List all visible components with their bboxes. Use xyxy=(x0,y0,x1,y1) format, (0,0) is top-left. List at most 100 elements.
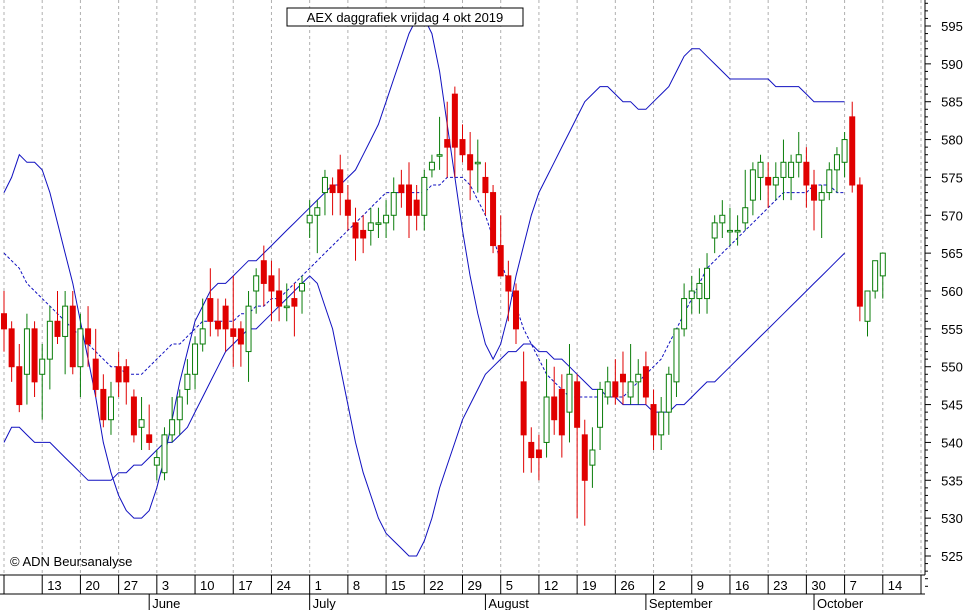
chart-title-box: AEX daggrafiek vrijdag 4 okt 2019 xyxy=(286,7,524,27)
candle xyxy=(92,328,99,397)
month-label: August xyxy=(488,596,529,610)
candle xyxy=(459,124,466,163)
chart-title: AEX daggrafiek vrijdag 4 okt 2019 xyxy=(307,10,504,25)
candle xyxy=(214,298,221,337)
candle xyxy=(749,162,756,216)
candle-body xyxy=(482,176,489,194)
candle xyxy=(237,321,244,367)
candle xyxy=(849,101,856,193)
candle-body xyxy=(719,214,726,224)
candle-body xyxy=(681,298,688,330)
candle-body xyxy=(574,381,581,428)
candle-body xyxy=(772,176,779,186)
candle xyxy=(635,359,642,405)
candle xyxy=(520,351,527,473)
candle xyxy=(176,389,183,435)
candle xyxy=(788,154,795,201)
candle-body xyxy=(612,381,619,398)
candle xyxy=(589,427,596,488)
month-label: October xyxy=(817,596,864,610)
x-tick-label: 16 xyxy=(735,578,749,593)
candle-body xyxy=(383,214,390,224)
candle-body xyxy=(283,305,290,309)
candle xyxy=(841,132,848,178)
y-tick-label: 585 xyxy=(941,95,963,110)
candle xyxy=(283,283,290,322)
candle-body xyxy=(130,396,137,436)
candle-body xyxy=(245,305,252,353)
candle xyxy=(123,359,130,405)
candle-body xyxy=(100,388,107,421)
candle xyxy=(535,434,542,481)
candle-body xyxy=(169,419,176,436)
candle xyxy=(833,147,840,193)
candle xyxy=(62,291,69,375)
candle-body xyxy=(872,260,879,292)
candle-body xyxy=(390,192,397,216)
candle-body xyxy=(520,381,527,436)
candle xyxy=(230,275,237,367)
x-tick-label: 30 xyxy=(811,578,825,593)
candle xyxy=(8,321,15,382)
candle-body xyxy=(788,161,795,178)
candle xyxy=(482,162,489,216)
candle xyxy=(444,101,451,178)
candle xyxy=(704,253,711,314)
candle xyxy=(719,200,726,238)
x-tick-label: 8 xyxy=(353,578,360,593)
candle-body xyxy=(467,154,474,171)
candle xyxy=(726,207,733,246)
candle-body xyxy=(222,305,229,330)
candle xyxy=(375,207,382,238)
candle xyxy=(467,132,474,201)
x-tick-label: 1 xyxy=(315,578,322,593)
candle-body xyxy=(146,434,153,443)
candle-body xyxy=(276,290,283,307)
candle xyxy=(260,245,267,307)
candle xyxy=(428,154,435,178)
y-tick-label: 535 xyxy=(941,473,963,488)
candle xyxy=(665,366,672,435)
candle-body xyxy=(589,449,596,466)
candle xyxy=(688,275,695,314)
x-tick-label: 2 xyxy=(659,578,666,593)
y-tick-label: 590 xyxy=(941,57,963,72)
candle-body xyxy=(184,373,191,390)
candle xyxy=(321,169,328,216)
candle-body xyxy=(314,207,321,216)
candle xyxy=(268,260,275,322)
candle xyxy=(306,200,313,238)
candle-body xyxy=(199,328,206,345)
candlesticks xyxy=(1,86,886,526)
candle xyxy=(742,169,749,231)
candle xyxy=(69,291,76,375)
y-tick-label: 530 xyxy=(941,511,963,526)
candle xyxy=(879,252,886,299)
y-tick-label: 570 xyxy=(941,208,963,223)
candle xyxy=(130,389,137,443)
candle-body xyxy=(260,260,267,284)
candle-body xyxy=(665,373,672,413)
x-tick-label: 10 xyxy=(200,578,214,593)
candle xyxy=(299,275,306,314)
candle xyxy=(856,177,863,322)
candle-body xyxy=(367,222,374,231)
candle-body xyxy=(627,381,634,398)
y-tick-label: 595 xyxy=(941,19,963,34)
candle xyxy=(436,116,443,170)
candle-body xyxy=(535,449,542,459)
candle-body xyxy=(123,366,130,383)
candle-body xyxy=(765,176,772,186)
candle xyxy=(558,374,565,458)
candle-body xyxy=(306,214,313,224)
month-label: July xyxy=(313,596,337,610)
candle-body xyxy=(856,184,863,307)
candle xyxy=(169,397,176,443)
candle-body xyxy=(826,169,833,194)
candle xyxy=(337,154,344,216)
candle xyxy=(795,132,802,178)
x-tick-label: 14 xyxy=(888,578,902,593)
candle-body xyxy=(360,229,367,239)
